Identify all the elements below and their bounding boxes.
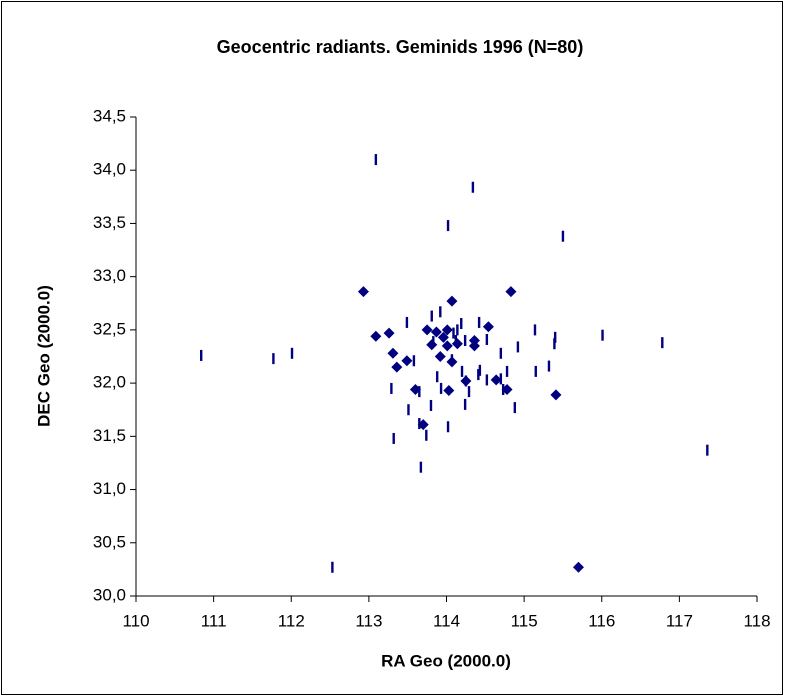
bar-point: [547, 360, 551, 372]
bar-point: [200, 349, 203, 361]
bar-point: [460, 365, 464, 377]
y-tick-label: 32,0: [93, 373, 126, 392]
diamond-point: [421, 324, 433, 336]
chart-title: Geocentric radiants. Geminids 1996 (N=80…: [217, 37, 584, 57]
y-tick-label: 34,5: [93, 106, 126, 125]
bar-point: [460, 318, 463, 330]
diamond-point: [387, 347, 399, 359]
diamond-point: [401, 355, 413, 367]
bar-point: [463, 398, 467, 410]
x-tick-label: 113: [355, 611, 382, 630]
diamond-point: [441, 340, 453, 352]
bar-point: [429, 399, 433, 411]
bar-point: [290, 347, 294, 359]
bar-point: [374, 154, 378, 166]
diamond-point: [441, 324, 453, 336]
y-tick-label: 34,0: [93, 160, 126, 179]
bar-point: [390, 382, 393, 394]
bar-point: [661, 337, 664, 349]
bar-point: [477, 369, 480, 381]
bar-point: [534, 365, 537, 377]
diamond-point: [505, 286, 517, 298]
diamond-point: [391, 361, 403, 373]
diamond-point: [443, 385, 455, 397]
diamond-point: [446, 295, 458, 307]
x-tick-label: 111: [201, 611, 227, 630]
bar-point: [272, 353, 275, 365]
bar-point: [419, 461, 423, 473]
bar-point: [471, 181, 475, 193]
diamond-point: [409, 383, 421, 395]
bar-point: [553, 331, 557, 343]
bar-point: [513, 402, 517, 414]
bar-point: [477, 316, 481, 328]
diamond-point: [482, 321, 494, 333]
diamond-point: [437, 331, 449, 343]
x-tick-label: 118: [743, 611, 770, 630]
diamond-point: [383, 327, 395, 339]
diamond-point: [426, 339, 438, 351]
diamond-point: [370, 330, 382, 342]
x-tick-label: 116: [588, 611, 615, 630]
bar-point: [446, 421, 450, 433]
bar-point: [485, 374, 489, 386]
bar-point: [405, 316, 409, 328]
diamond-point: [460, 375, 472, 387]
diamond-point: [446, 356, 458, 368]
y-tick-label: 33,5: [93, 213, 126, 232]
y-tick-label: 30,5: [93, 532, 126, 551]
y-tick-label: 33,0: [93, 266, 126, 285]
y-tick-label: 32,5: [93, 319, 126, 338]
diamond-point: [451, 338, 463, 350]
x-tick-label: 117: [666, 611, 693, 630]
bar-point: [463, 335, 467, 347]
bar-point: [553, 338, 556, 350]
bar-point: [418, 386, 421, 398]
y-tick-label: 31,0: [93, 479, 126, 498]
bar-point: [452, 327, 455, 339]
bar-point: [456, 324, 459, 336]
bar-point: [601, 329, 604, 341]
bar-point: [478, 364, 482, 376]
bar-point: [392, 432, 395, 444]
diamond-point: [501, 383, 513, 395]
x-tick-label: 115: [511, 611, 538, 630]
x-axis-title: RA Geo (2000.0): [381, 651, 511, 670]
bar-point: [430, 310, 433, 322]
diamond-point: [430, 326, 442, 338]
bar-point: [533, 324, 537, 336]
diamond-point: [550, 389, 562, 401]
bar-point: [706, 444, 709, 456]
bar-point: [407, 404, 410, 416]
bar-point: [561, 230, 565, 242]
x-tick-label: 110: [122, 611, 149, 630]
bar-point: [435, 371, 439, 383]
diamond-point: [490, 374, 502, 386]
bar-point: [467, 386, 471, 398]
bar-point: [439, 382, 443, 394]
y-axis-title: DEC Geo (2000.0): [34, 285, 53, 427]
y-tick-label: 31,5: [93, 426, 126, 445]
bar-point: [499, 373, 503, 385]
bar-point: [499, 347, 503, 359]
diamond-point: [468, 335, 480, 347]
diamond-point: [572, 561, 584, 573]
bar-point: [439, 306, 442, 318]
diamond-point: [417, 419, 429, 431]
bar-point: [485, 333, 489, 345]
bar-point: [425, 429, 428, 441]
bar-point: [331, 561, 334, 573]
diamond-point: [434, 351, 446, 362]
bar-point: [412, 355, 416, 367]
diamond-point: [357, 286, 369, 298]
bar-point: [505, 365, 509, 377]
x-tick-label: 114: [433, 611, 460, 630]
bar-point: [446, 220, 450, 232]
y-tick-label: 30,0: [93, 585, 126, 604]
bar-point: [516, 341, 520, 353]
x-tick-label: 112: [278, 611, 305, 630]
